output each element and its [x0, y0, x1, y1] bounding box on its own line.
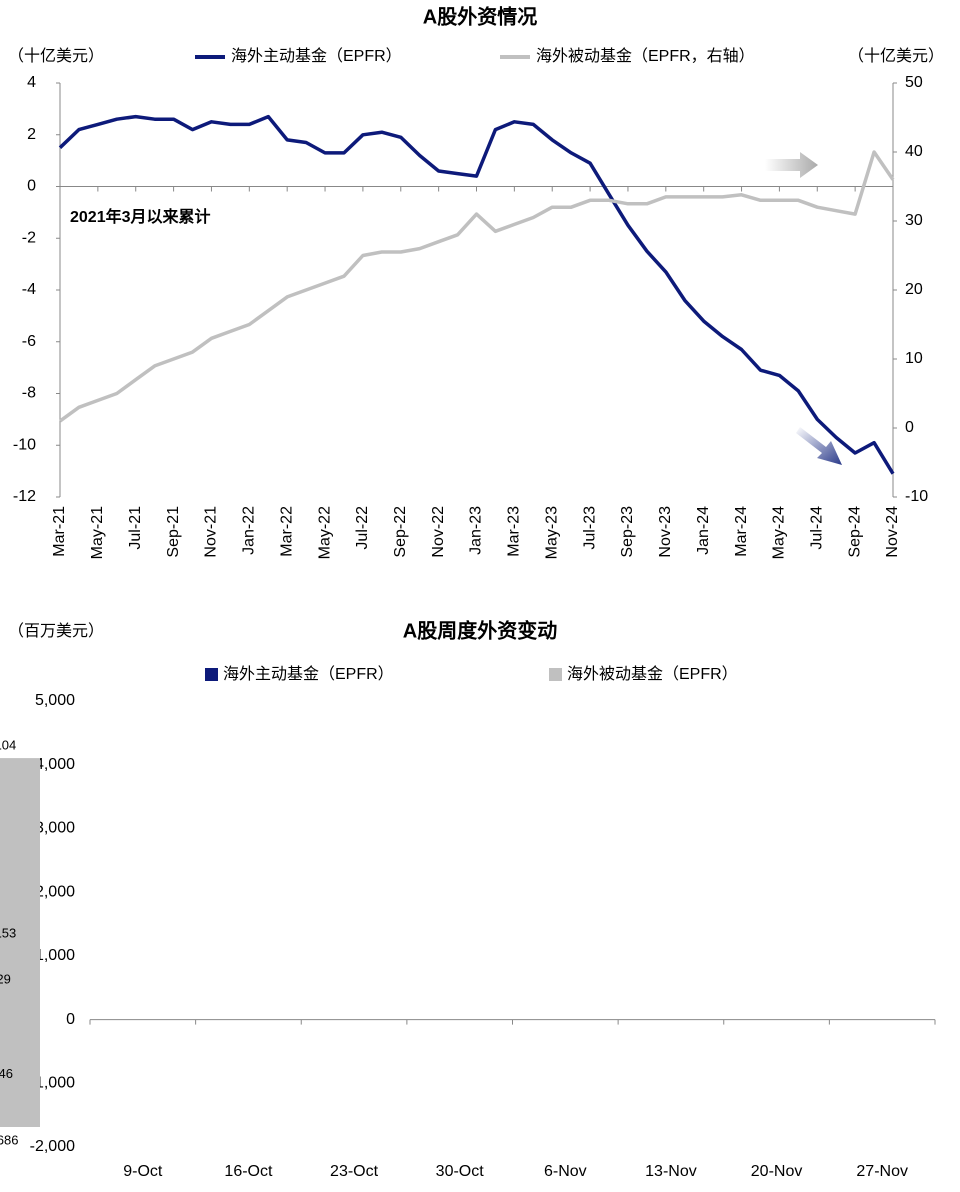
y-tick-label: -8	[22, 385, 36, 402]
x-tick-label: Sep-21	[165, 506, 182, 558]
x-tick-label: Jan-22	[241, 506, 258, 555]
y-tick-label: -2	[22, 229, 36, 246]
y2-tick-label: -10	[905, 488, 928, 505]
legend-swatch	[549, 668, 562, 681]
data-label: -1,686	[0, 1132, 18, 1147]
x-tick-label: 6-Nov	[544, 1163, 587, 1180]
x-tick-label: 30-Oct	[436, 1163, 485, 1180]
bar	[0, 992, 40, 1020]
y2-tick-label: 30	[905, 212, 923, 229]
y-tick-label: 0	[27, 178, 36, 195]
y-axis-unit: （百万美元）	[8, 622, 104, 640]
x-tick-label: Mar-21	[51, 506, 68, 557]
series-line	[58, 150, 895, 423]
y2-tick-label: 50	[905, 74, 923, 91]
data-label: 4,104	[0, 738, 16, 753]
y-tick-label: 2	[27, 126, 36, 143]
y-tick-label: -4	[22, 281, 36, 298]
legend-label: 海外主动基金（EPFR）	[223, 665, 394, 683]
y2-axis-unit: （十亿美元）	[848, 47, 944, 65]
y-tick-label: -1,000	[30, 1075, 75, 1092]
y2-tick-label: 40	[905, 143, 923, 160]
x-tick-label: Jan-23	[468, 506, 485, 555]
x-tick-label: Mar-22	[278, 506, 295, 557]
x-tick-label: Mar-23	[506, 506, 523, 557]
legend-label: 海外被动基金（EPFR，右轴）	[536, 47, 755, 65]
chart-title: A股周度外资变动	[403, 618, 557, 642]
y-tick-label: -2,000	[30, 1138, 75, 1155]
y-axis-unit: （十亿美元）	[8, 47, 104, 65]
x-tick-label: Nov-21	[203, 506, 220, 558]
data-label: -646	[0, 1066, 13, 1081]
y-tick-label: 5,000	[35, 692, 75, 709]
x-tick-label: May-23	[543, 506, 560, 559]
x-tick-label: Mar-24	[733, 506, 750, 557]
y-tick-label: 3,000	[35, 820, 75, 837]
y-tick-label: 2,000	[35, 883, 75, 900]
annotation: 2021年3月以来累计	[70, 207, 211, 226]
x-tick-label: Jul-22	[354, 506, 371, 550]
x-tick-label: Jan-24	[695, 506, 712, 555]
y-tick-label: 1,000	[35, 947, 75, 964]
legend-label: 海外主动基金（EPFR）	[231, 47, 402, 65]
data-label: 429	[0, 972, 11, 987]
y-tick-label: 0	[66, 1011, 75, 1028]
x-tick-label: Sep-22	[392, 506, 409, 558]
legend-swatch	[205, 668, 218, 681]
x-tick-label: Sep-24	[846, 506, 863, 558]
y2-tick-label: 0	[905, 419, 914, 436]
x-tick-label: 9-Oct	[123, 1163, 163, 1180]
x-tick-label: May-22	[316, 506, 333, 559]
y-tick-label: 4,000	[35, 756, 75, 773]
x-tick-label: Sep-23	[619, 506, 636, 558]
x-tick-label: May-21	[89, 506, 106, 559]
x-tick-label: Jul-24	[808, 506, 825, 550]
x-tick-label: Nov-23	[657, 506, 674, 558]
y-tick-label: -6	[22, 333, 36, 350]
y-tick-label: 4	[27, 74, 36, 91]
chart-title: A股外资情况	[423, 4, 537, 28]
bar	[0, 1019, 40, 1061]
x-tick-label: Nov-24	[884, 506, 901, 558]
arrow-decor	[796, 427, 842, 465]
series-line	[58, 114, 895, 475]
x-tick-label: Jul-21	[127, 506, 144, 550]
x-tick-label: 20-Nov	[751, 1163, 803, 1180]
data-label: 1,153	[0, 926, 16, 941]
x-tick-label: 23-Oct	[330, 1163, 379, 1180]
x-tick-label: 13-Nov	[645, 1163, 697, 1180]
x-tick-label: May-24	[771, 506, 788, 559]
y-tick-label: -10	[13, 436, 36, 453]
legend-label: 海外被动基金（EPFR）	[567, 665, 738, 683]
y-tick-label: -12	[13, 488, 36, 505]
y2-tick-label: 10	[905, 350, 923, 367]
x-tick-label: Nov-22	[430, 506, 447, 558]
x-tick-label: Jul-23	[581, 506, 598, 550]
x-tick-label: 16-Oct	[224, 1163, 273, 1180]
arrow-decor	[765, 152, 818, 178]
x-tick-label: 27-Nov	[856, 1163, 908, 1180]
y2-tick-label: 20	[905, 281, 923, 298]
